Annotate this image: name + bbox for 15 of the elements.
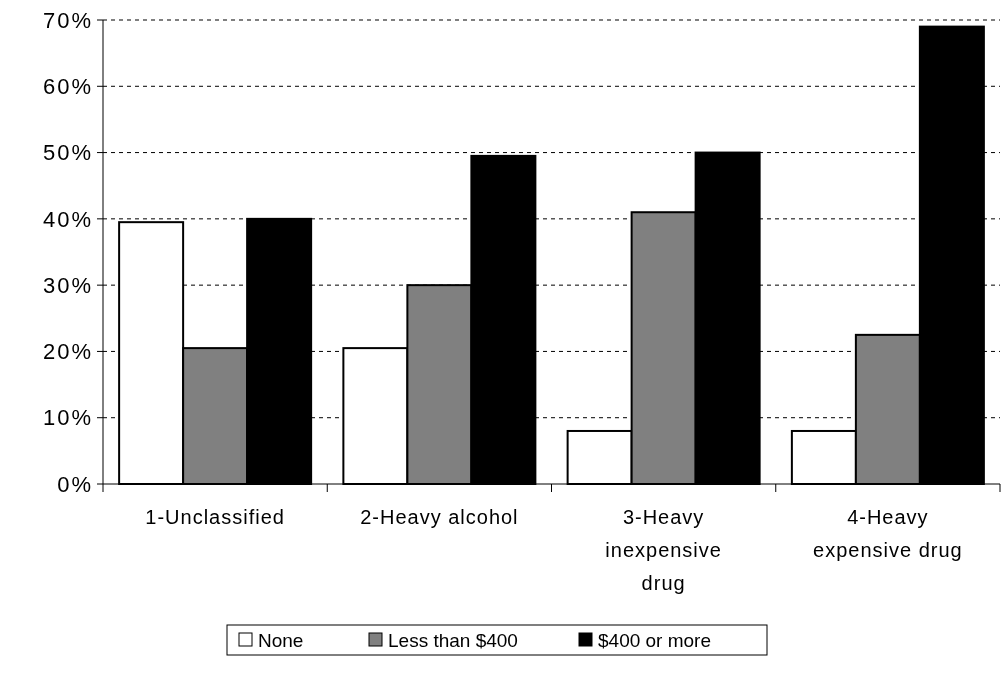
y-tick-label: 20% [42, 339, 93, 365]
y-tick-label: 10% [42, 405, 93, 431]
legend-label: None [258, 629, 304, 651]
y-tick-label: 0% [57, 471, 93, 497]
x-tick-label: 4-Heavy expensive drug [813, 506, 963, 561]
x-tick-label: 1-Unclassified [145, 506, 285, 528]
legend-label: $400 or more [598, 629, 712, 651]
x-tick-label: 3-Heavy inexpensive drug [605, 506, 722, 594]
y-tick-label: 40% [42, 206, 93, 232]
y-tick-label: 50% [42, 140, 93, 166]
y-tick-label: 60% [42, 73, 93, 99]
x-tick-label: 2-Heavy alcohol [360, 506, 519, 528]
y-tick-label: 70% [42, 7, 93, 33]
legend-label: Less than $400 [388, 629, 518, 651]
y-tick-label: 30% [42, 272, 93, 298]
